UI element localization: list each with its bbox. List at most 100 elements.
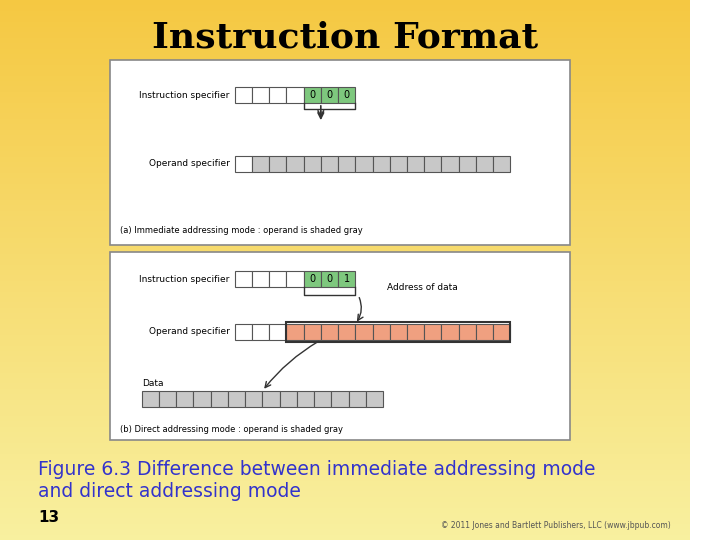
Bar [0,0,690,5]
FancyBboxPatch shape [269,87,287,103]
Bar [0,389,690,394]
Bar [0,394,690,400]
Bar [0,11,690,16]
Bar [0,491,690,497]
FancyBboxPatch shape [355,324,372,340]
Bar [0,529,690,535]
FancyBboxPatch shape [235,156,252,172]
Bar [0,27,690,32]
FancyBboxPatch shape [407,324,424,340]
Bar [0,248,690,254]
Bar [0,497,690,502]
FancyBboxPatch shape [314,391,331,407]
Bar [0,292,690,297]
Bar [0,130,690,135]
Bar [0,373,690,378]
FancyBboxPatch shape [424,324,441,340]
FancyBboxPatch shape [321,156,338,172]
Bar [0,319,690,324]
Bar [0,313,690,319]
Bar [0,211,690,216]
Bar [0,5,690,11]
Bar [0,216,690,221]
Bar [0,518,690,524]
Text: 0: 0 [309,274,315,284]
FancyBboxPatch shape [338,271,355,287]
FancyBboxPatch shape [424,156,441,172]
FancyBboxPatch shape [252,271,269,287]
FancyBboxPatch shape [279,391,297,407]
Bar [0,227,690,232]
Bar [0,92,690,97]
FancyBboxPatch shape [235,324,252,340]
Bar [0,173,690,178]
Text: Instruction Format: Instruction Format [152,21,538,55]
Bar [0,243,690,248]
FancyBboxPatch shape [304,324,321,340]
Bar [0,486,690,491]
Bar [0,146,690,151]
Bar [0,275,690,281]
Text: Instruction specifier: Instruction specifier [140,91,230,99]
Bar [0,454,690,459]
Bar [0,427,690,432]
Bar [0,329,690,335]
Bar [0,162,690,167]
FancyBboxPatch shape [269,324,287,340]
Bar [0,124,690,130]
FancyBboxPatch shape [441,156,459,172]
Bar [0,475,690,481]
Bar [0,286,690,292]
Bar [0,459,690,464]
Bar [0,432,690,437]
Text: Instruction specifier: Instruction specifier [140,274,230,284]
Bar [0,135,690,140]
FancyBboxPatch shape [262,391,279,407]
Bar [0,481,690,486]
FancyBboxPatch shape [338,156,355,172]
Bar [0,189,690,194]
FancyBboxPatch shape [287,324,304,340]
Bar [0,448,690,454]
FancyBboxPatch shape [321,324,338,340]
FancyBboxPatch shape [321,271,338,287]
Bar [0,103,690,108]
Bar [0,81,690,86]
Bar [0,270,690,275]
Bar [0,367,690,373]
Bar [0,140,690,146]
Bar [0,49,690,54]
FancyBboxPatch shape [390,156,407,172]
Bar [0,108,690,113]
FancyBboxPatch shape [287,271,304,287]
FancyBboxPatch shape [235,271,252,287]
Bar [0,410,690,416]
Bar [0,86,690,92]
FancyBboxPatch shape [355,156,372,172]
Bar [0,16,690,22]
Bar [0,400,690,405]
Bar [0,464,690,470]
Text: Data: Data [142,379,163,388]
Bar [0,281,690,286]
FancyBboxPatch shape [159,391,176,407]
Bar [0,221,690,227]
Bar [0,200,690,205]
FancyBboxPatch shape [287,156,304,172]
Bar [0,54,690,59]
Bar [0,383,690,389]
FancyBboxPatch shape [493,324,510,340]
Bar [0,502,690,508]
FancyBboxPatch shape [110,60,570,245]
FancyBboxPatch shape [110,252,570,440]
FancyBboxPatch shape [476,156,493,172]
FancyBboxPatch shape [348,391,366,407]
Bar [0,443,690,448]
Bar [0,335,690,340]
Bar [0,184,690,189]
FancyBboxPatch shape [459,156,476,172]
Bar [0,346,690,351]
FancyBboxPatch shape [252,87,269,103]
Bar [0,76,690,81]
Bar [0,421,690,427]
